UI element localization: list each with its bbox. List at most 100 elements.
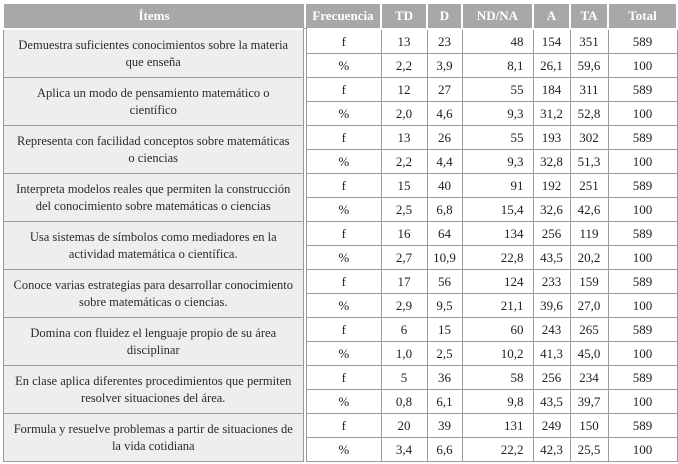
item-f-row: Interpreta modelos reales que permiten l…: [2, 173, 678, 222]
value-pct-total: 100: [607, 341, 678, 366]
item-f-row: Aplica un modo de pensamiento matemático…: [2, 77, 678, 126]
value-f-ta: 119: [569, 221, 609, 246]
col-header-a: A: [532, 2, 571, 30]
header-row: Ítems Frecuencia TD D ND/NA A TA Total: [2, 2, 678, 30]
value-f-ndna: 60: [461, 317, 534, 342]
value-pct-total: 100: [607, 389, 678, 414]
value-f-a: 233: [532, 269, 571, 294]
value-f-d: 56: [426, 269, 463, 294]
freq-label-f: f: [304, 269, 382, 294]
value-pct-ta: 27,0: [569, 293, 609, 318]
value-pct-td: 2,2: [380, 53, 428, 78]
value-f-a: 256: [532, 365, 571, 390]
item-label: Formula y resuelve problemas a partir de…: [2, 413, 307, 462]
item-f-row: Demuestra suficientes conocimientos sobr…: [2, 28, 678, 78]
value-pct-ta: 25,5: [569, 437, 609, 462]
value-pct-ndna: 22,2: [461, 437, 534, 462]
value-f-d: 23: [426, 28, 463, 54]
value-f-total: 589: [607, 317, 678, 342]
freq-label-f: f: [304, 413, 382, 438]
value-pct-total: 100: [607, 53, 678, 78]
value-f-d: 40: [426, 173, 463, 198]
item-label: Conoce varias estrategias para desarroll…: [2, 269, 307, 318]
value-f-td: 12: [380, 77, 428, 102]
value-pct-d: 10,9: [426, 245, 463, 270]
value-f-ndna: 58: [461, 365, 534, 390]
item-pct-row: % 0,8 6,1 9,8 43,5 39,7 100: [3, 389, 678, 414]
value-pct-ta: 51,3: [569, 149, 609, 174]
freq-label-f: f: [304, 28, 382, 54]
value-f-ndna: 131: [461, 413, 534, 438]
value-f-a: 193: [532, 125, 571, 150]
value-pct-ta: 52,8: [569, 101, 609, 126]
freq-label-f: f: [304, 221, 382, 246]
value-pct-d: 6,1: [426, 389, 463, 414]
item-label: Aplica un modo de pensamiento matemático…: [2, 77, 307, 126]
value-pct-total: 100: [607, 101, 678, 126]
value-pct-td: 1,0: [380, 341, 428, 366]
value-pct-a: 43,5: [532, 245, 571, 270]
value-pct-ndna: 15,4: [461, 197, 534, 222]
item-pct-row: % 1,0 2,5 10,2 41,3 45,0 100: [3, 341, 678, 366]
value-pct-d: 2,5: [426, 341, 463, 366]
value-f-td: 16: [380, 221, 428, 246]
col-header-total: Total: [607, 2, 678, 30]
value-f-total: 589: [607, 125, 678, 150]
value-pct-total: 100: [607, 293, 678, 318]
value-pct-d: 4,6: [426, 101, 463, 126]
value-pct-total: 100: [607, 197, 678, 222]
value-f-total: 589: [607, 413, 678, 438]
value-pct-ndna: 8,1: [461, 53, 534, 78]
col-header-frecuencia: Frecuencia: [304, 2, 382, 30]
value-pct-td: 2,9: [380, 293, 428, 318]
value-f-total: 589: [607, 221, 678, 246]
value-pct-ndna: 22,8: [461, 245, 534, 270]
value-f-a: 243: [532, 317, 571, 342]
value-f-total: 589: [607, 28, 678, 54]
item-pct-row: % 2,2 4,4 9,3 32,8 51,3 100: [3, 149, 678, 174]
value-f-ta: 159: [569, 269, 609, 294]
value-f-ta: 311: [569, 77, 609, 102]
value-pct-total: 100: [607, 149, 678, 174]
value-pct-td: 3,4: [380, 437, 428, 462]
value-pct-d: 9,5: [426, 293, 463, 318]
value-f-ta: 351: [569, 28, 609, 54]
freq-label-pct: %: [304, 293, 382, 318]
item-label: Usa sistemas de símbolos como mediadores…: [2, 221, 307, 270]
value-pct-a: 39,6: [532, 293, 571, 318]
item-f-row: Domina con fluidez el lenguaje propio de…: [2, 317, 678, 366]
value-pct-a: 31,2: [532, 101, 571, 126]
value-f-ndna: 134: [461, 221, 534, 246]
item-f-row: Usa sistemas de símbolos como mediadores…: [2, 221, 678, 270]
col-header-items: Ítems: [2, 2, 306, 30]
freq-label-pct: %: [304, 245, 382, 270]
value-f-ta: 150: [569, 413, 609, 438]
item-f-row: Conoce varias estrategias para desarroll…: [2, 269, 678, 318]
value-f-ndna: 55: [461, 77, 534, 102]
value-f-td: 13: [380, 125, 428, 150]
value-pct-a: 42,3: [532, 437, 571, 462]
value-f-ndna: 48: [461, 28, 534, 54]
value-pct-td: 2,7: [380, 245, 428, 270]
value-f-ndna: 124: [461, 269, 534, 294]
value-pct-ta: 20,2: [569, 245, 609, 270]
value-pct-ndna: 21,1: [461, 293, 534, 318]
value-f-a: 184: [532, 77, 571, 102]
value-f-td: 6: [380, 317, 428, 342]
col-header-d: D: [426, 2, 463, 30]
freq-label-pct: %: [304, 101, 382, 126]
col-header-td: TD: [380, 2, 428, 30]
value-pct-total: 100: [607, 245, 678, 270]
value-f-td: 20: [380, 413, 428, 438]
value-f-ta: 251: [569, 173, 609, 198]
value-pct-a: 32,6: [532, 197, 571, 222]
freq-label-pct: %: [304, 53, 382, 78]
freq-label-f: f: [304, 317, 382, 342]
value-f-d: 27: [426, 77, 463, 102]
value-f-d: 26: [426, 125, 463, 150]
value-f-ta: 234: [569, 365, 609, 390]
freq-label-pct: %: [304, 341, 382, 366]
item-pct-row: % 2,2 3,9 8,1 26,1 59,6 100: [3, 53, 678, 78]
value-f-a: 249: [532, 413, 571, 438]
